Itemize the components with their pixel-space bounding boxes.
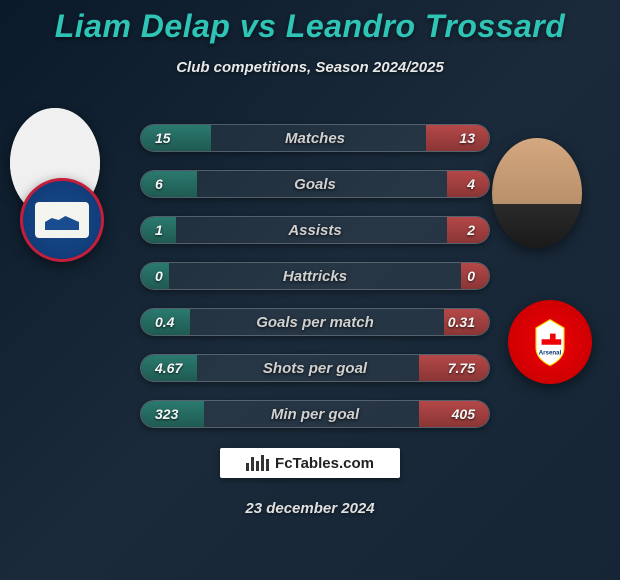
stat-value-right: 0.31 [448,309,475,335]
arsenal-crest-icon: Arsenal [508,300,592,384]
stat-value-left: 0.4 [155,309,174,335]
stat-value-left: 4.67 [155,355,182,381]
stat-value-left: 6 [155,171,163,197]
title-vs: vs [240,8,277,44]
player-right-photo [492,138,582,248]
stat-row: 323405Min per goal [140,400,490,428]
stat-row: 4.677.75Shots per goal [140,354,490,382]
page-title: Liam Delap vs Leandro Trossard [0,0,620,45]
stat-bar-right [461,263,489,289]
stat-row: 64Goals [140,170,490,198]
title-player2: Leandro Trossard [286,8,565,44]
stat-value-right: 7.75 [448,355,475,381]
stat-value-left: 0 [155,263,163,289]
stat-value-right: 2 [467,217,475,243]
stat-label: Goals per match [141,309,489,335]
title-player1: Liam Delap [55,8,231,44]
stat-value-right: 13 [459,125,475,151]
stat-row: 0 0Hattricks [140,262,490,290]
bars-icon [246,455,269,471]
stat-value-left: 323 [155,401,178,427]
stat-value-right: 0 [467,263,475,289]
stat-bar-right [426,125,489,151]
stat-value-left: 15 [155,125,171,151]
fctables-logo: FcTables.com [220,448,400,478]
svg-text:Arsenal: Arsenal [539,349,562,356]
stat-label: Hattricks [141,263,489,289]
stat-bar-left [141,125,211,151]
footer-logo-text: FcTables.com [275,455,374,472]
stat-label: Assists [141,217,489,243]
stat-row: 1 2Assists [140,216,490,244]
stat-row: 0.4 0.31Goals per match [140,308,490,336]
stats-comparison: 1513Matches64Goals12Assists00Hattricks0.… [140,124,490,446]
subtitle: Club competitions, Season 2024/2025 [0,59,620,76]
stat-bar-left [141,171,197,197]
stat-row: 1513Matches [140,124,490,152]
stat-value-right: 405 [452,401,475,427]
footer-date: 23 december 2024 [0,500,620,517]
stat-value-right: 4 [467,171,475,197]
stat-value-left: 1 [155,217,163,243]
ipswich-crest-icon [20,178,104,262]
